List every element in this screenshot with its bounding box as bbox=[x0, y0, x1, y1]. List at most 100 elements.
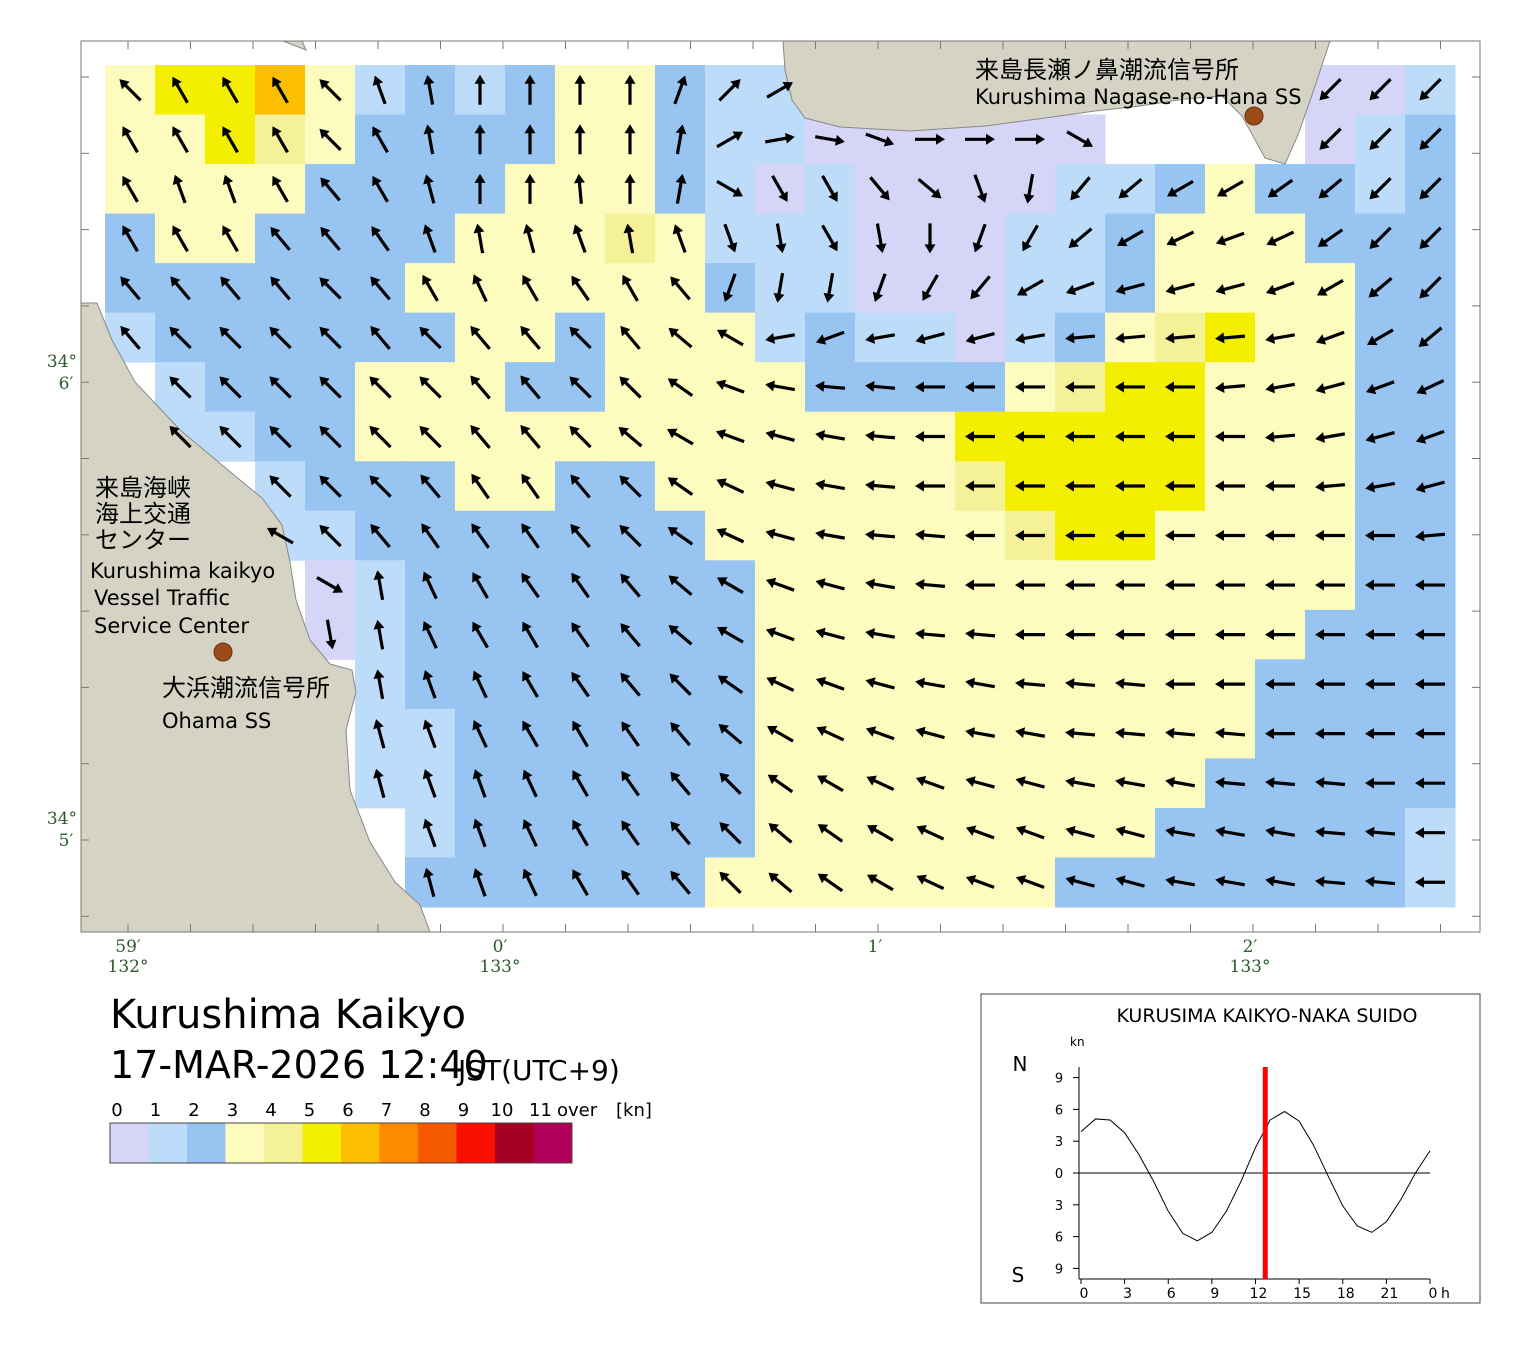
current-arrow bbox=[1415, 629, 1445, 641]
current-arrow bbox=[320, 177, 341, 202]
y-tick-label: 9 bbox=[1055, 1072, 1063, 1087]
current-arrow bbox=[1015, 133, 1045, 145]
timezone: JST(UTC+9) bbox=[456, 1054, 620, 1087]
current-arrow bbox=[865, 726, 895, 741]
current-arrow bbox=[717, 675, 744, 695]
current-arrow bbox=[1165, 776, 1196, 788]
current-arrow bbox=[619, 524, 642, 548]
current-arrow bbox=[319, 524, 342, 548]
current-arrow bbox=[472, 572, 489, 599]
current-arrow bbox=[670, 722, 691, 747]
station-marker bbox=[213, 642, 233, 662]
current-arrow bbox=[1265, 629, 1295, 641]
current-arrow bbox=[965, 677, 996, 689]
current-arrow bbox=[420, 474, 441, 499]
legend: 0 1 2 3 4 5 6 7 8 9 10 11 over [kn] bbox=[109, 1100, 652, 1164]
current-arrow bbox=[965, 331, 995, 345]
current-arrow bbox=[569, 425, 592, 449]
legend-swatch bbox=[187, 1123, 226, 1163]
current-arrow bbox=[672, 224, 687, 253]
current-arrow bbox=[1115, 629, 1145, 641]
current-arrow bbox=[1369, 226, 1392, 249]
current-arrow bbox=[815, 430, 846, 441]
current-arrow bbox=[915, 628, 946, 640]
current-arrow bbox=[675, 124, 687, 155]
current-arrow bbox=[572, 770, 589, 797]
current-arrow bbox=[965, 628, 996, 640]
current-arrow bbox=[1315, 330, 1345, 345]
x-tick-label: 15 bbox=[1293, 1286, 1311, 1302]
current-arrow bbox=[620, 573, 641, 598]
legend-label: 5 bbox=[304, 1100, 315, 1121]
current-arrow bbox=[1022, 224, 1039, 252]
current-arrow bbox=[419, 376, 442, 399]
current-arrow bbox=[815, 529, 846, 540]
current-arrow bbox=[270, 276, 291, 301]
current-arrow bbox=[773, 272, 785, 303]
current-arrow bbox=[766, 82, 793, 99]
legend-label: 3 bbox=[227, 1100, 238, 1121]
current-arrow bbox=[1365, 530, 1395, 542]
current-arrow bbox=[573, 173, 585, 204]
current-arrow bbox=[373, 619, 385, 650]
current-arrow bbox=[965, 381, 995, 393]
lat-label: 6′ bbox=[59, 374, 74, 394]
current-arrow bbox=[1015, 727, 1046, 739]
current-arrow bbox=[423, 124, 435, 155]
current-arrow bbox=[1215, 381, 1246, 393]
current-arrow bbox=[569, 376, 592, 399]
current-arrow bbox=[624, 74, 636, 105]
current-arrow bbox=[370, 276, 391, 301]
current-arrow bbox=[269, 425, 292, 449]
current-arrow bbox=[570, 474, 591, 499]
current-arrow bbox=[1266, 230, 1295, 246]
current-arrow bbox=[319, 475, 342, 498]
legend-label: 11 bbox=[529, 1100, 552, 1121]
current-arrow bbox=[717, 329, 744, 347]
legend-swatch bbox=[225, 1123, 264, 1163]
current-arrow bbox=[372, 175, 389, 203]
current-arrow bbox=[622, 274, 639, 302]
current-arrow bbox=[915, 677, 946, 689]
lon-label: 132° bbox=[108, 957, 149, 977]
current-arrow bbox=[419, 425, 442, 449]
current-arrow bbox=[1315, 530, 1345, 542]
current-arrow bbox=[524, 124, 536, 155]
current-arrow bbox=[719, 871, 742, 894]
current-arrow bbox=[1165, 875, 1196, 887]
current-arrow bbox=[1418, 326, 1443, 348]
current-arrow bbox=[1115, 825, 1145, 839]
current-arrow bbox=[716, 179, 743, 197]
current-arrow bbox=[1066, 130, 1093, 148]
current-arrow bbox=[319, 277, 342, 300]
current-arrow bbox=[965, 480, 995, 492]
current-arrow bbox=[369, 425, 392, 449]
current-arrow bbox=[572, 819, 589, 847]
current-arrow bbox=[1015, 579, 1045, 591]
current-arrow bbox=[1115, 727, 1146, 739]
current-arrow bbox=[1315, 876, 1346, 888]
current-arrow bbox=[222, 225, 239, 253]
current-arrow bbox=[1118, 177, 1143, 199]
current-arrow bbox=[667, 378, 694, 397]
x-tick-label: 9 bbox=[1210, 1286, 1219, 1302]
current-arrow bbox=[520, 424, 541, 449]
current-arrow bbox=[1065, 430, 1095, 442]
current-arrow bbox=[1215, 777, 1246, 789]
station-label: Vessel Traffic bbox=[94, 586, 230, 610]
current-arrow bbox=[1115, 381, 1145, 393]
current-arrow bbox=[1165, 678, 1195, 690]
current-arrow bbox=[520, 375, 541, 400]
current-arrow bbox=[574, 74, 586, 105]
current-arrow bbox=[422, 719, 437, 749]
lon-label: 1′ bbox=[868, 937, 883, 957]
current-arrow bbox=[219, 425, 242, 449]
current-arrow bbox=[520, 325, 541, 350]
current-arrow bbox=[1015, 430, 1045, 442]
current-arrow bbox=[673, 75, 688, 105]
legend-border bbox=[109, 1122, 573, 1164]
current-arrow bbox=[422, 620, 438, 649]
current-arrow bbox=[169, 326, 192, 350]
station-label: 海上交通 bbox=[95, 500, 191, 528]
current-arrow bbox=[965, 579, 995, 591]
